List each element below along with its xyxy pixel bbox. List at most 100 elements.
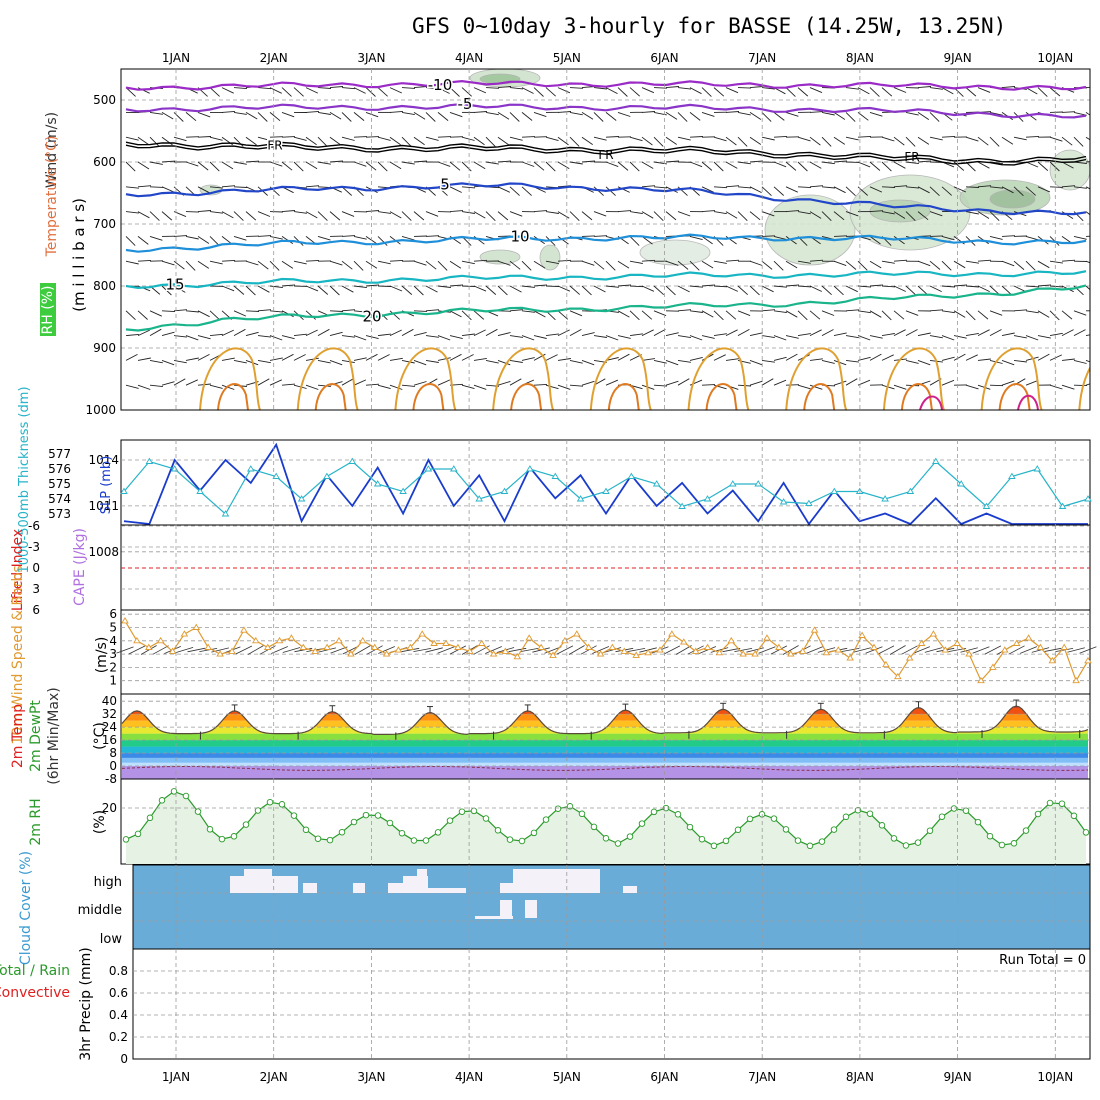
wind-barb <box>281 353 294 361</box>
surface-wind-barb <box>1055 648 1074 652</box>
cloud-cover-block <box>426 888 466 893</box>
wind-tick-label: 3 <box>109 647 117 661</box>
wind-barb <box>689 285 703 288</box>
wind-barb <box>641 259 656 262</box>
wind-speed-marker <box>370 643 379 650</box>
wind-barb <box>245 160 260 163</box>
wind-barb <box>497 332 511 337</box>
wind-barb <box>509 359 523 363</box>
wind-barb <box>221 87 234 94</box>
x-tick-top: 6JAN <box>650 51 678 65</box>
wind-barb <box>653 186 668 189</box>
wind-barb <box>929 87 943 90</box>
wind-barb <box>137 136 149 145</box>
wind-tick-label: 6 <box>109 607 117 621</box>
wind-speed-marker <box>573 630 581 637</box>
surface-wind-barb <box>592 646 610 654</box>
thickness-axis-label: 1000-500mb Thickness (dm) <box>17 386 32 573</box>
wind-barb <box>545 136 559 142</box>
wind-barb <box>509 186 520 196</box>
wind-barb <box>1037 310 1050 318</box>
x-tick-top: 3JAN <box>357 51 385 65</box>
rh-contour-area <box>989 189 1036 209</box>
wind-barb <box>557 329 570 337</box>
wind-barb <box>281 210 296 213</box>
pressure-tick-label: 800 <box>93 279 116 293</box>
temperature-axis-label: Temperature (°C) <box>44 136 60 258</box>
wind-barb <box>821 310 835 316</box>
wind-barb <box>569 136 580 147</box>
wind-tick-label: 4 <box>109 634 117 648</box>
wind-barb <box>257 309 272 312</box>
wind-speed-marker <box>430 639 438 646</box>
wind-barb <box>137 259 152 262</box>
wind-barb <box>785 186 798 193</box>
temp-unit-label: (°C) <box>92 722 108 750</box>
x-axis: 1JAN 1JAN 2JAN 2JAN 3JAN 3JAN 4JAN 4JAN 5JAN 5JAN… <box>162 51 1073 1084</box>
wind-speed-line <box>124 620 1089 683</box>
x-tick-bottom: 9JAN <box>944 1070 972 1084</box>
wind-barb <box>149 186 164 188</box>
wind-speed-marker <box>584 643 593 650</box>
wind-barb <box>881 310 892 321</box>
wind-barb <box>905 111 919 116</box>
cloud-cover-block <box>475 916 513 919</box>
surface-wind-barb <box>508 647 527 653</box>
wind-barb <box>353 335 367 341</box>
pressure-tick-label: 600 <box>93 155 116 169</box>
wind-speed-marker <box>311 647 319 654</box>
rh-marker <box>578 810 586 818</box>
wind-barb <box>965 260 979 264</box>
x-tick-bottom: 4JAN <box>455 1070 483 1084</box>
surface-wind-barb <box>770 645 788 655</box>
wind-barb <box>653 87 668 89</box>
wind-barb <box>1013 309 1028 312</box>
wind-barb <box>653 329 666 336</box>
wind-barb <box>869 186 883 193</box>
wind-barb <box>281 260 294 269</box>
wind-barb <box>233 186 248 188</box>
wind-barb <box>1025 310 1039 314</box>
wind-barb <box>413 136 425 146</box>
wind-barb <box>317 384 331 387</box>
wind-barb <box>593 136 607 141</box>
wind-barb <box>845 285 858 293</box>
wind-barb <box>929 285 942 293</box>
wind-barb <box>281 136 296 138</box>
surface-wind-barb <box>116 646 134 654</box>
wind-barb <box>245 112 258 120</box>
wind-speed-marker <box>240 626 248 633</box>
rh-marker <box>338 828 346 836</box>
rh-marker <box>230 833 238 840</box>
wind-barb <box>677 211 691 217</box>
wind-barb <box>341 309 356 312</box>
wind-tick-label: 1 <box>109 674 117 688</box>
wind-barb <box>713 354 726 361</box>
wind-barb <box>281 284 296 287</box>
x-tick-top: 4JAN <box>455 51 483 65</box>
pressure-tick-label: 900 <box>93 341 116 355</box>
surface-wind-barb <box>1031 647 1050 653</box>
wind-barb <box>941 310 955 314</box>
precip-convective-label: Convective <box>0 985 70 1001</box>
wind-speed-marker <box>252 636 260 644</box>
wind-barb <box>209 211 223 214</box>
wind-barb <box>557 111 572 113</box>
rh-marker <box>722 837 730 845</box>
surface-wind-barb <box>425 647 443 653</box>
wind-barb <box>1085 211 1090 216</box>
wind-barb <box>509 112 520 122</box>
wind-barb <box>953 284 968 287</box>
wind-barb <box>725 310 737 320</box>
wind-barb <box>701 186 714 193</box>
wind-barb <box>209 384 223 389</box>
wind-barb <box>377 285 392 287</box>
wind-barb <box>533 335 547 339</box>
wind-barb <box>977 259 992 262</box>
wind-barb <box>941 87 954 95</box>
wind-barb <box>929 235 944 237</box>
wind-barb <box>269 235 283 240</box>
thickness-tick-label: 577 <box>48 447 71 461</box>
wind-barb <box>689 136 704 138</box>
wind-barb <box>617 260 630 269</box>
